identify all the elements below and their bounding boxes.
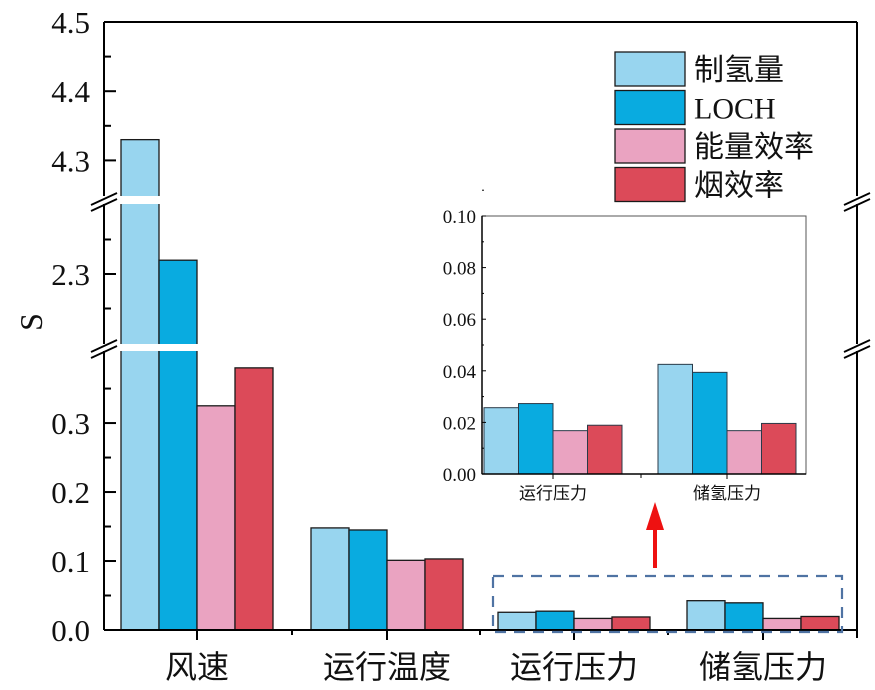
y-tick-label: 0.0 <box>51 613 90 648</box>
annotations <box>491 502 844 634</box>
bar-0-2 <box>196 405 236 631</box>
inset-y-tick-label: 0.00 <box>443 465 476 486</box>
x-tick-label: 储氢压力 <box>699 649 827 685</box>
bar-2-3 <box>611 616 651 631</box>
bar-3-1 <box>724 602 764 631</box>
y-tick-label: 0.3 <box>51 406 90 441</box>
inset-bar-3-0 <box>657 363 693 475</box>
bar-3-2 <box>762 617 802 631</box>
inset-bar-3-3 <box>761 422 797 475</box>
inset-bar-2-2 <box>552 430 588 475</box>
bar-0-1 <box>158 259 198 631</box>
main-bars <box>100 138 840 631</box>
inset-bar-2-1 <box>518 403 554 475</box>
y-tick-label: 2.3 <box>51 257 90 292</box>
inset-x-tick-label: 运行压力 <box>519 484 587 503</box>
bar-3-3 <box>800 615 840 631</box>
bar-1-3 <box>424 558 464 631</box>
legend-swatch <box>614 166 686 203</box>
bar-0-0 <box>120 138 160 631</box>
x-tick-label: 运行压力 <box>510 649 638 685</box>
zoom-region-box <box>491 574 844 634</box>
inset-y-tick-label: 0.02 <box>443 413 476 434</box>
main-axes: 0.00.10.20.32.34.34.44.5风速 运行温度 运行压力 储氢压力 <box>51 5 871 685</box>
bar-1-1 <box>348 529 388 631</box>
legend-swatch <box>614 89 686 126</box>
bar-3-0 <box>686 600 726 631</box>
bar-1-2 <box>386 559 426 631</box>
axis-break-mark <box>843 192 871 206</box>
y-axis-label: S <box>13 313 49 331</box>
axis-break-gap <box>100 196 200 204</box>
axis-break-mark <box>843 339 871 353</box>
axis-break-mark <box>90 345 118 359</box>
legend-label: 制氢量 <box>694 54 784 87</box>
axis-break-mark <box>843 345 871 359</box>
axis-break-mark <box>90 339 118 353</box>
y-tick-label: 4.3 <box>51 143 90 178</box>
legend-label: LOCH <box>694 93 776 126</box>
inset-y-tick-label: 0.06 <box>443 310 476 331</box>
axis-break-gap <box>100 344 200 351</box>
x-tick-label: 运行温度 <box>323 649 451 685</box>
inset-chart: 运行压力 储氢压力 0.00 0.02 0.04 0.06 0.08 0.10 <box>443 189 807 503</box>
legend-swatch <box>614 128 686 164</box>
bar-0-3 <box>234 367 274 631</box>
y-tick-label: 4.4 <box>51 74 90 109</box>
axis-break-mark <box>90 198 118 212</box>
inset-y-tick-label: 0.04 <box>443 362 477 383</box>
axis-break-mark <box>843 198 871 212</box>
axis-break-mark <box>90 192 118 206</box>
inset-y-tick-label: 0.08 <box>443 259 476 280</box>
bar-1-0 <box>310 527 350 631</box>
legend-label: 能量效率 <box>694 131 814 164</box>
inset-bar-2-0 <box>483 407 519 475</box>
bar-2-1 <box>535 610 575 631</box>
inset-bar-3-2 <box>726 430 762 475</box>
y-tick-label: 0.2 <box>51 475 90 510</box>
inset-bar-3-1 <box>692 371 728 475</box>
legend-label: 烟效率 <box>694 170 784 203</box>
inset-y-tick-label: 0.10 <box>443 207 476 228</box>
bar-2-2 <box>573 617 613 631</box>
x-tick-label: 风速 <box>165 649 229 685</box>
bar-2-0 <box>497 611 537 631</box>
inset-x-tick-label: 储氢压力 <box>693 484 761 503</box>
inset-bar-2-3 <box>587 424 623 475</box>
y-tick-label: 0.1 <box>51 544 90 579</box>
legend-swatch <box>614 51 686 87</box>
y-tick-label: 4.5 <box>51 5 90 40</box>
arrow-up-icon <box>646 502 664 530</box>
